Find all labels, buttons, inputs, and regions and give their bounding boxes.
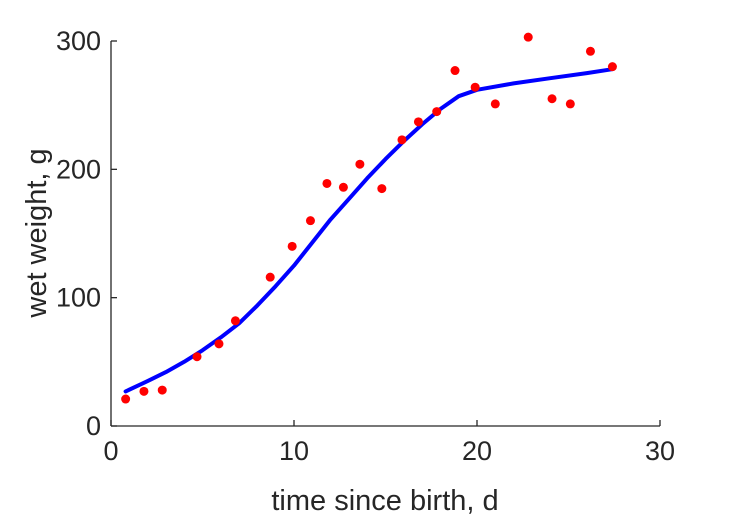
x-ticks: 0 10 20 30 <box>103 420 675 466</box>
data-point <box>413 117 423 127</box>
data-point <box>377 184 387 194</box>
data-point <box>607 62 617 72</box>
data-point <box>121 394 131 404</box>
y-tick-label: 100 <box>56 283 101 313</box>
x-tick-label: 30 <box>645 436 675 466</box>
data-point <box>397 135 407 145</box>
fit-line-layer <box>123 67 615 394</box>
data-point <box>338 182 348 192</box>
data-point <box>470 82 480 92</box>
data-point <box>287 241 297 251</box>
data-point <box>192 352 202 362</box>
fit-line <box>123 67 615 394</box>
y-axis-label: wet weight, g <box>21 148 53 318</box>
data-point <box>523 32 533 42</box>
x-axis-label: time since birth, d <box>271 485 498 517</box>
y-ticks: 0 100 200 300 <box>56 26 117 441</box>
axes <box>110 41 660 427</box>
y-tick-label: 300 <box>56 26 101 56</box>
y-tick-label: 200 <box>56 154 101 184</box>
data-point <box>355 159 365 169</box>
data-point <box>322 178 332 188</box>
x-tick-label: 10 <box>279 436 309 466</box>
data-point <box>547 94 557 104</box>
data-point <box>450 66 460 76</box>
data-point <box>585 46 595 56</box>
data-points-layer <box>121 32 617 404</box>
data-point <box>157 385 167 395</box>
data-point <box>490 99 500 109</box>
data-point <box>230 316 240 326</box>
x-tick-label: 20 <box>462 436 492 466</box>
x-tick-label: 0 <box>103 436 118 466</box>
data-point <box>139 386 149 396</box>
data-point <box>432 107 442 117</box>
data-point <box>214 339 224 349</box>
data-point <box>565 99 575 109</box>
data-point <box>305 216 315 226</box>
data-point <box>265 272 275 282</box>
y-tick-label: 0 <box>86 411 101 441</box>
